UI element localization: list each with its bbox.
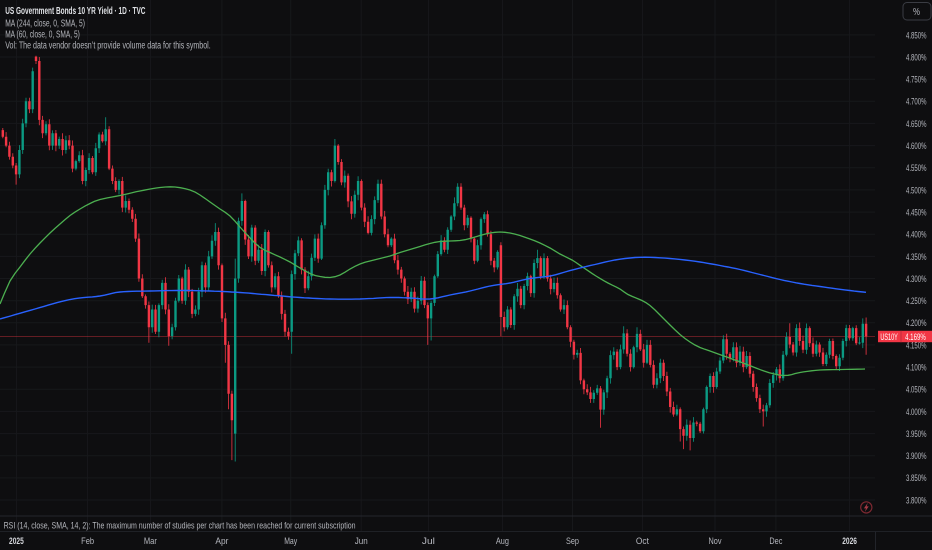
svg-text:3.950%: 3.950%	[906, 429, 927, 440]
svg-text:2026: 2026	[842, 536, 857, 547]
svg-text:Nov: Nov	[709, 536, 722, 547]
svg-text:4.150%: 4.150%	[906, 340, 927, 351]
svg-text:Aug: Aug	[496, 536, 509, 547]
svg-text:MA (60, close, 0, SMA, 5): MA (60, close, 0, SMA, 5)	[5, 30, 80, 41]
svg-text:%: %	[913, 7, 920, 18]
svg-text:4.350%: 4.350%	[906, 252, 927, 263]
svg-text:4.800%: 4.800%	[906, 52, 927, 63]
svg-text:3.800%: 3.800%	[906, 495, 927, 506]
svg-text:4.850%: 4.850%	[906, 30, 927, 41]
svg-text:3.900%: 3.900%	[906, 451, 927, 462]
svg-text:May: May	[284, 536, 297, 547]
svg-text:4.300%: 4.300%	[906, 274, 927, 285]
svg-text:Sep: Sep	[566, 536, 579, 547]
svg-text:4.550%: 4.550%	[906, 163, 927, 174]
svg-text:4.100%: 4.100%	[906, 363, 927, 374]
svg-text:4.650%: 4.650%	[906, 119, 927, 130]
svg-text:4.750%: 4.750%	[906, 75, 927, 86]
svg-text:4.169%: 4.169%	[905, 332, 926, 342]
svg-text:US Government Bonds 10 YR Yiel: US Government Bonds 10 YR Yield · 1D · T…	[5, 5, 146, 17]
svg-text:4.700%: 4.700%	[906, 97, 927, 108]
svg-text:Jul: Jul	[422, 536, 435, 547]
svg-text:Vol: The data vendor doesn’t p: Vol: The data vendor doesn’t provide vol…	[5, 41, 211, 52]
svg-text:4.600%: 4.600%	[906, 141, 927, 152]
svg-text:4.250%: 4.250%	[906, 296, 927, 307]
svg-text:US10Y: US10Y	[880, 332, 897, 342]
svg-text:3.850%: 3.850%	[906, 473, 927, 484]
svg-text:Feb: Feb	[81, 536, 94, 547]
svg-text:4.450%: 4.450%	[906, 208, 927, 219]
svg-text:Jun: Jun	[355, 536, 368, 547]
svg-text:RSI (14, close, SMA, 14, 2): T: RSI (14, close, SMA, 14, 2): The maximum…	[4, 521, 356, 532]
svg-text:Apr: Apr	[215, 536, 228, 547]
svg-text:4.000%: 4.000%	[906, 407, 927, 418]
svg-text:MA (244, close, 0, SMA, 5): MA (244, close, 0, SMA, 5)	[5, 19, 85, 30]
svg-text:Dec: Dec	[769, 536, 782, 547]
svg-text:4.400%: 4.400%	[906, 230, 927, 241]
svg-text:4.500%: 4.500%	[906, 185, 927, 196]
svg-text:2025: 2025	[9, 536, 24, 547]
svg-text:Oct: Oct	[636, 536, 649, 547]
svg-text:4.050%: 4.050%	[906, 385, 927, 396]
svg-text:Mar: Mar	[144, 536, 157, 547]
svg-text:4.200%: 4.200%	[906, 318, 927, 329]
